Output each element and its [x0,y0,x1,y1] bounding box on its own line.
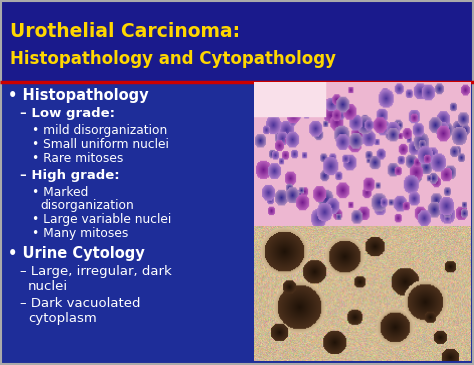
Text: cytoplasm: cytoplasm [28,312,97,325]
Text: – High grade:: – High grade: [20,169,119,182]
Text: – Dark vacuolated: – Dark vacuolated [20,297,140,310]
Bar [0,0,474,82]
Text: • Urine Cytology: • Urine Cytology [8,246,145,261]
Text: • Rare mitoses: • Rare mitoses [32,152,123,165]
Text: nuclei: nuclei [28,280,68,293]
Text: • Small uniform nuclei: • Small uniform nuclei [32,138,169,151]
Text: • mild disorganization: • mild disorganization [32,124,167,137]
Text: disorganization: disorganization [40,199,134,212]
Text: • Marked: • Marked [32,186,88,199]
Text: • Large variable nuclei: • Large variable nuclei [32,213,171,226]
Text: • Many mitoses: • Many mitoses [32,227,128,240]
Text: – Large, irregular, dark: – Large, irregular, dark [20,265,172,278]
Text: Urothelial Carcinoma:: Urothelial Carcinoma: [10,22,240,41]
Text: – Low grade:: – Low grade: [20,107,115,120]
Bar [0,82,474,365]
Text: • Histopathology: • Histopathology [8,88,149,103]
Text: Histopathology and Cytopathology: Histopathology and Cytopathology [10,50,336,68]
